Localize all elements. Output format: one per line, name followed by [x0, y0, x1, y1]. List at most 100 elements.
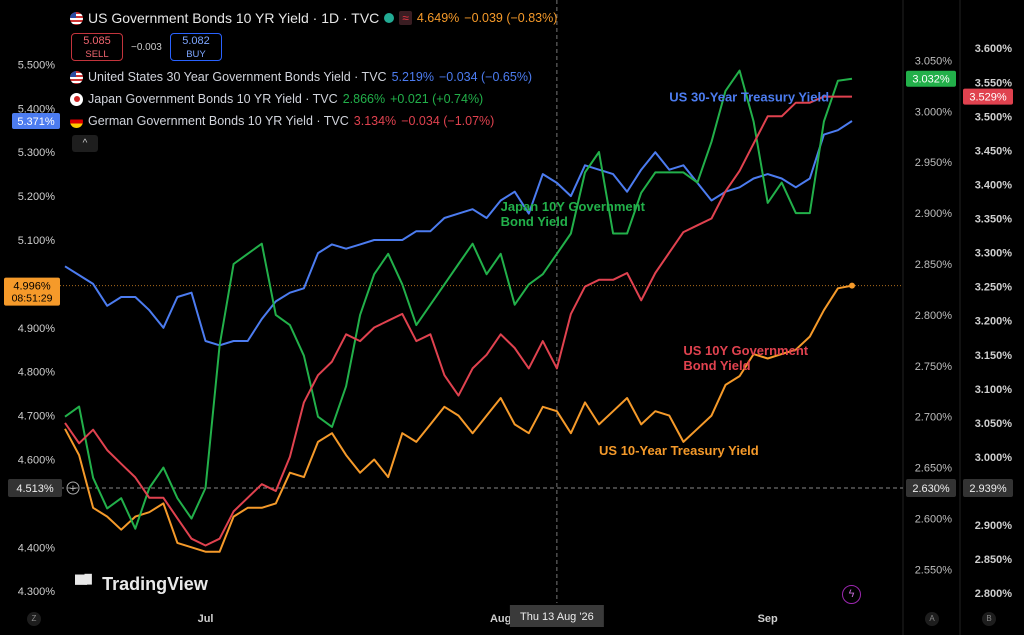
- germany-axis-tick: 3.500%: [975, 111, 1013, 123]
- germany-axis-tick: 3.050%: [975, 418, 1013, 430]
- tradingview-wordmark: TradingView: [102, 574, 208, 594]
- japan-axis-tick: 2.750%: [915, 361, 953, 373]
- germany-axis-tick: 3.400%: [975, 179, 1013, 191]
- main-series-header: US Government Bonds 10 YR Yield · 1D · T…: [70, 10, 557, 26]
- japan-axis-tick: 3.000%: [915, 106, 953, 118]
- series-line-de10[interactable]: [64, 95, 852, 547]
- germany-flag-icon: [70, 114, 83, 128]
- japan-axis-tick: 3.050%: [915, 55, 953, 67]
- japan-axis-tick: 2.850%: [915, 259, 953, 271]
- x-axis-tick: Sep: [758, 613, 778, 625]
- crosshair-left-label: 4.513%: [16, 483, 54, 495]
- germany-axis-tick: 3.000%: [975, 452, 1013, 464]
- us30-last-box: [12, 112, 60, 129]
- series-line-jp10[interactable]: [64, 69, 853, 530]
- sell-button[interactable]: 5.085 SELL: [71, 33, 123, 61]
- us-flag-icon: [70, 11, 83, 25]
- legend-value: 3.134%: [353, 114, 397, 128]
- germany-axis-tick: 3.600%: [975, 43, 1013, 55]
- visibility-icon[interactable]: [384, 13, 395, 23]
- legend-change: +0.021 (+0.74%): [390, 92, 484, 106]
- spread-value: −0.003: [131, 42, 162, 53]
- japan-axis-tick: 2.600%: [915, 514, 953, 526]
- crosshair-jp-label: 2.630%: [912, 483, 950, 495]
- us30-last-label: 5.371%: [17, 116, 55, 128]
- crosshair-de-box: [963, 479, 1013, 498]
- crosshair-left-box: [8, 479, 62, 498]
- collapse-legend-button[interactable]: ^: [72, 135, 98, 152]
- legend-value: 5.219%: [391, 70, 434, 84]
- main-series-change: −0.039 (−0.83%): [464, 11, 558, 25]
- left-axis-tick: 4.900%: [18, 323, 56, 335]
- buy-button[interactable]: 5.082 BUY: [170, 33, 222, 61]
- legend-title: United States 30 Year Government Bonds Y…: [88, 70, 387, 84]
- main-series-title[interactable]: US Government Bonds 10 YR Yield · 1D · T…: [88, 10, 380, 26]
- series-line-us30[interactable]: [64, 120, 853, 347]
- japan-axis-tick: 2.650%: [915, 463, 953, 475]
- series-label-de10: US 10Y Government: [683, 343, 808, 358]
- series-line-us10[interactable]: [64, 284, 853, 553]
- japan-flag-icon: [70, 92, 83, 106]
- plus-glyph: +: [70, 483, 76, 495]
- left-axis-tick: 5.100%: [18, 235, 56, 247]
- us-flag-icon: [70, 70, 83, 84]
- left-axis-tick: 4.400%: [18, 542, 56, 554]
- japan-axis-tick: 2.800%: [915, 310, 953, 322]
- tradingview-mark-icon: ▀▘: [75, 574, 98, 594]
- scale-b-icon[interactable]: B: [982, 612, 996, 626]
- germany-axis-tick: 3.100%: [975, 384, 1013, 396]
- legend-change: −0.034 (−1.07%): [401, 114, 495, 128]
- series-label-jp10: Japan 10Y Government: [501, 199, 646, 214]
- series-label-us30: US 30-Year Treasury Yield: [669, 90, 829, 105]
- jp10-last-label: 3.032%: [912, 74, 950, 86]
- left-axis-tick: 5.400%: [18, 103, 56, 115]
- sell-label: SELL: [85, 49, 109, 60]
- left-axis-tick: 5.500%: [18, 59, 56, 71]
- crosshair-jp-box: [906, 479, 956, 498]
- germany-axis-tick: 3.450%: [975, 145, 1013, 157]
- series-label-de10: Bond Yield: [683, 358, 750, 373]
- legend-row-jp10[interactable]: Japan Government Bonds 10 YR Yield · TVC…: [70, 92, 483, 106]
- left-axis-tick: 4.600%: [18, 455, 56, 467]
- lightning-icon[interactable]: ϟ: [842, 585, 861, 604]
- crosshair-de-label: 2.939%: [969, 483, 1007, 495]
- x-axis-tick: Jul: [198, 613, 214, 625]
- series-label-jp10: Bond Yield: [501, 214, 568, 229]
- add-plus-icon[interactable]: [66, 481, 80, 495]
- zoom-icon[interactable]: Z: [27, 612, 41, 626]
- legend-row-us30[interactable]: United States 30 Year Government Bonds Y…: [70, 70, 532, 84]
- legend-change: −0.034 (−0.65%): [438, 70, 533, 84]
- legend-title: German Government Bonds 10 YR Yield · TV…: [88, 114, 349, 128]
- left-axis-tick: 4.700%: [18, 411, 56, 423]
- germany-axis-tick: 3.550%: [975, 77, 1013, 89]
- legend-value: 2.866%: [342, 92, 386, 106]
- last-price-box: [4, 277, 60, 306]
- wave-icon[interactable]: ≈: [399, 11, 412, 25]
- last-price-value: 4.996%: [13, 281, 51, 293]
- legend-title: Japan Government Bonds 10 YR Yield · TVC: [88, 92, 338, 106]
- crosshair-date-box: [509, 605, 604, 627]
- germany-axis-tick: 3.350%: [975, 214, 1013, 226]
- germany-axis-tick: 3.200%: [975, 316, 1013, 328]
- japan-axis-tick: 2.900%: [915, 208, 953, 220]
- left-axis-tick: 4.300%: [18, 586, 56, 598]
- germany-axis-tick: 3.150%: [975, 350, 1013, 362]
- legend-row-de10[interactable]: German Government Bonds 10 YR Yield · TV…: [70, 114, 494, 128]
- last-price-time: 08:51:29: [12, 293, 53, 305]
- japan-axis-tick: 2.950%: [915, 157, 953, 169]
- jp10-last-box: [906, 70, 956, 87]
- chevron-up-icon: ^: [82, 138, 88, 149]
- germany-axis-tick: 3.300%: [975, 248, 1013, 260]
- sell-value: 5.085: [83, 35, 111, 47]
- japan-axis-tick: 2.700%: [915, 412, 953, 424]
- de10-last-label: 3.529%: [969, 92, 1007, 104]
- tradingview-logo: ▀▘ TradingView: [75, 574, 208, 595]
- auto-scale-icon[interactable]: A: [925, 612, 939, 626]
- left-axis-tick: 5.200%: [18, 191, 56, 203]
- crosshair-date-label: Thu 13 Aug '26: [520, 611, 594, 623]
- left-axis-tick: 5.300%: [18, 147, 56, 159]
- series-end-marker: [849, 282, 855, 289]
- series-label-us10: US 10-Year Treasury Yield: [599, 443, 759, 458]
- de10-last-box: [963, 88, 1013, 105]
